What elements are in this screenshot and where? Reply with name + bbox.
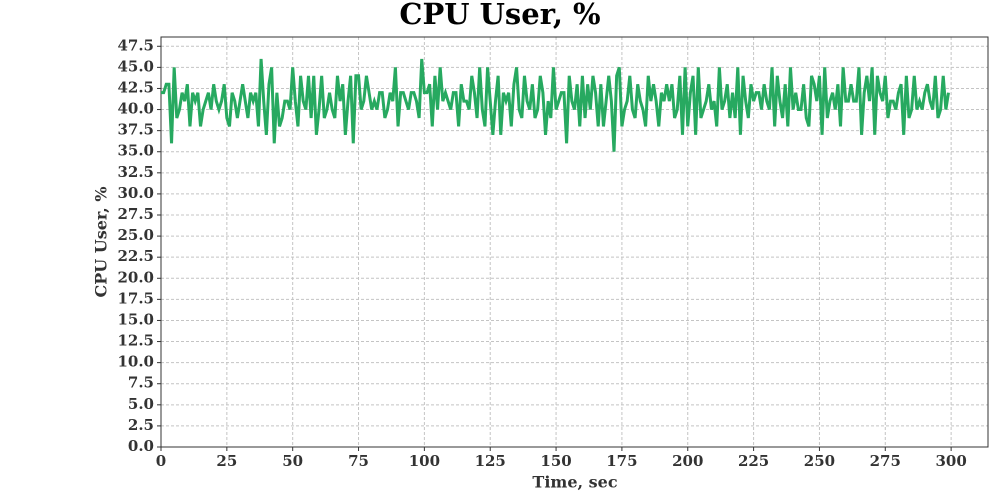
- y-tick-label: 27.5: [117, 205, 154, 223]
- chart-title: CPU User, %: [399, 0, 600, 31]
- y-axis-title: CPU User, %: [92, 186, 111, 297]
- x-tick-label: 75: [348, 452, 369, 470]
- y-tick-label: 12.5: [117, 332, 154, 350]
- y-tick-label: 7.5: [128, 374, 154, 392]
- y-tick-label: 20.0: [117, 268, 154, 286]
- x-tick-label: 150: [540, 452, 571, 470]
- y-tick-label: 17.5: [117, 289, 154, 307]
- x-axis-title: Time, sec: [532, 473, 617, 492]
- y-tick-label: 15.0: [117, 310, 154, 328]
- y-tick-label: 37.5: [117, 121, 154, 139]
- x-tick-label: 250: [804, 452, 835, 470]
- y-tick-label: 22.5: [117, 247, 154, 265]
- x-tick-label: 125: [475, 452, 506, 470]
- y-tick-label: 40.0: [117, 100, 154, 118]
- y-tick-label: 0.0: [128, 437, 154, 455]
- y-tick-label: 47.5: [117, 36, 154, 54]
- x-tick-label: 225: [738, 452, 769, 470]
- y-tick-label: 2.5: [128, 416, 154, 434]
- x-tick-label: 175: [606, 452, 637, 470]
- y-tick-label: 5.0: [128, 395, 154, 413]
- x-tick-label: 50: [282, 452, 303, 470]
- y-tick-label: 35.0: [117, 142, 154, 160]
- x-tick-label: 200: [672, 452, 703, 470]
- plot-frame: [160, 36, 989, 448]
- y-tick-label: 30.0: [117, 184, 154, 202]
- y-tick-label: 45.0: [117, 57, 154, 75]
- x-tick-label: 300: [935, 452, 966, 470]
- y-tick-label: 42.5: [117, 78, 154, 96]
- data-line: [161, 58, 950, 152]
- y-tick-label: 10.0: [117, 353, 154, 371]
- x-tick-label: 100: [409, 452, 440, 470]
- x-tick-label: 0: [156, 452, 166, 470]
- y-tick-label: 25.0: [117, 226, 154, 244]
- x-tick-label: 275: [870, 452, 901, 470]
- y-tick-label: 32.5: [117, 163, 154, 181]
- x-tick-label: 25: [216, 452, 237, 470]
